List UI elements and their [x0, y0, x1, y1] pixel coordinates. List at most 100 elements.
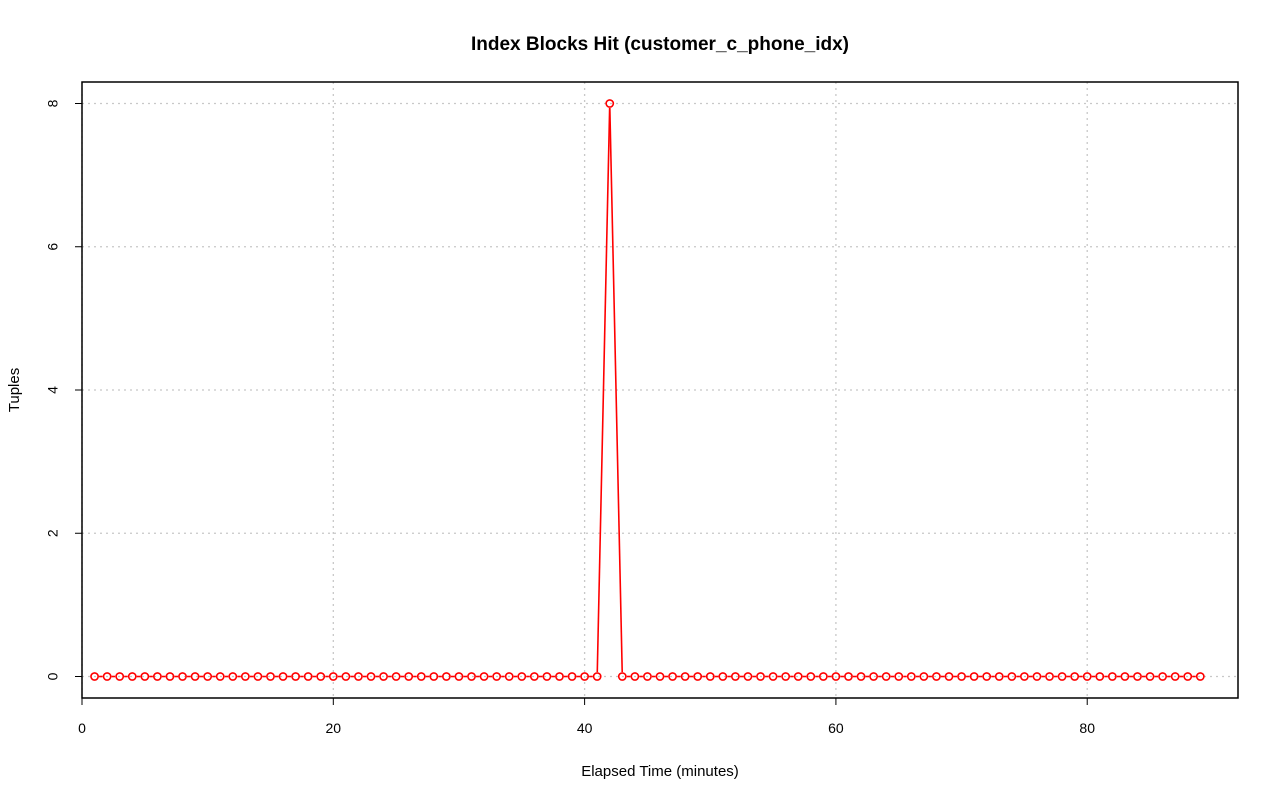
data-point — [140, 672, 150, 681]
data-point — [366, 672, 376, 681]
data-point — [379, 672, 388, 681]
data-point — [831, 672, 841, 681]
data-point — [90, 672, 99, 681]
data-point — [1095, 672, 1105, 681]
data-point — [555, 672, 564, 681]
data-point — [240, 672, 250, 681]
data-point — [278, 672, 288, 681]
data-point — [1070, 672, 1080, 681]
data-point — [1082, 672, 1092, 681]
data-point — [957, 672, 966, 681]
x-axis-label: Elapsed Time (minutes) — [581, 763, 739, 780]
data-point — [1107, 672, 1117, 681]
series-layer — [90, 99, 1205, 681]
data-point — [994, 672, 1004, 681]
data-point — [881, 672, 891, 681]
data-point — [1019, 672, 1029, 681]
data-point — [253, 672, 263, 681]
data-point — [856, 672, 866, 681]
data-point — [969, 672, 979, 681]
chart-title: Index Blocks Hit (customer_c_phone_idx) — [471, 34, 849, 55]
data-point — [316, 672, 326, 681]
data-point — [1170, 672, 1180, 681]
data-point — [354, 672, 363, 681]
data-point — [906, 672, 916, 681]
y-axis-label: Tuples — [6, 368, 23, 412]
data-point — [1045, 672, 1054, 681]
data-point — [467, 672, 476, 681]
data-point — [1195, 672, 1205, 681]
x-tick-label: 40 — [577, 720, 593, 736]
data-point — [806, 672, 816, 681]
data-point — [1120, 672, 1130, 681]
data-point — [592, 672, 602, 681]
data-point — [127, 672, 137, 681]
data-point — [1158, 672, 1168, 681]
data-point — [630, 672, 640, 681]
data-point — [165, 672, 175, 681]
data-point — [781, 672, 791, 681]
data-point — [1007, 672, 1017, 681]
data-point — [1183, 672, 1193, 681]
data-point — [743, 672, 753, 681]
data-point — [391, 672, 401, 681]
data-point — [768, 672, 778, 681]
data-point — [1145, 672, 1155, 681]
grid — [81, 82, 1238, 698]
data-point — [441, 672, 451, 681]
data-point — [793, 672, 803, 681]
data-point — [693, 672, 703, 681]
data-point — [643, 672, 652, 681]
data-point — [203, 672, 213, 681]
x-tick-label: 80 — [1079, 720, 1095, 736]
data-point — [844, 672, 853, 681]
data-point — [266, 672, 275, 681]
data-point — [718, 672, 728, 681]
axes: 0 20 40 60 80 0 2 4 6 8 — [45, 99, 1096, 736]
x-tick-label: 60 — [828, 720, 844, 736]
data-point — [668, 672, 677, 681]
data-point — [1032, 672, 1042, 681]
data-point — [730, 672, 740, 681]
data-point — [152, 672, 162, 681]
y-tick-label: 6 — [45, 243, 61, 251]
data-point — [215, 672, 225, 681]
data-point — [567, 672, 577, 681]
data-point — [894, 672, 904, 681]
y-tick-label: 2 — [45, 529, 61, 537]
data-point — [605, 99, 615, 108]
data-point — [580, 672, 590, 681]
y-tick-label: 8 — [45, 99, 61, 107]
series-line-segment — [609, 107, 624, 673]
data-point — [328, 672, 338, 681]
data-point — [529, 672, 539, 681]
y-tick-label: 0 — [45, 672, 61, 680]
data-point — [705, 672, 715, 681]
data-point — [102, 672, 112, 681]
data-point — [944, 672, 954, 681]
data-point — [190, 672, 200, 681]
data-point — [291, 672, 301, 681]
data-point — [115, 672, 125, 681]
series-line-segment — [596, 107, 611, 673]
data-point — [655, 672, 665, 681]
data-point — [429, 672, 439, 681]
data-point — [303, 672, 313, 681]
data-point — [178, 672, 187, 681]
x-tick-label: 20 — [326, 720, 342, 736]
data-point — [617, 672, 627, 681]
data-point — [818, 672, 828, 681]
data-point — [932, 672, 941, 681]
x-tick-label: 0 — [78, 720, 86, 736]
data-point — [1133, 672, 1142, 681]
data-point — [454, 672, 464, 681]
data-point — [919, 672, 929, 681]
data-point — [680, 672, 690, 681]
y-tick-label: 4 — [45, 386, 61, 394]
data-point — [517, 672, 527, 681]
data-point — [416, 672, 426, 681]
data-point — [542, 672, 552, 681]
data-point — [504, 672, 514, 681]
data-point — [404, 672, 414, 681]
